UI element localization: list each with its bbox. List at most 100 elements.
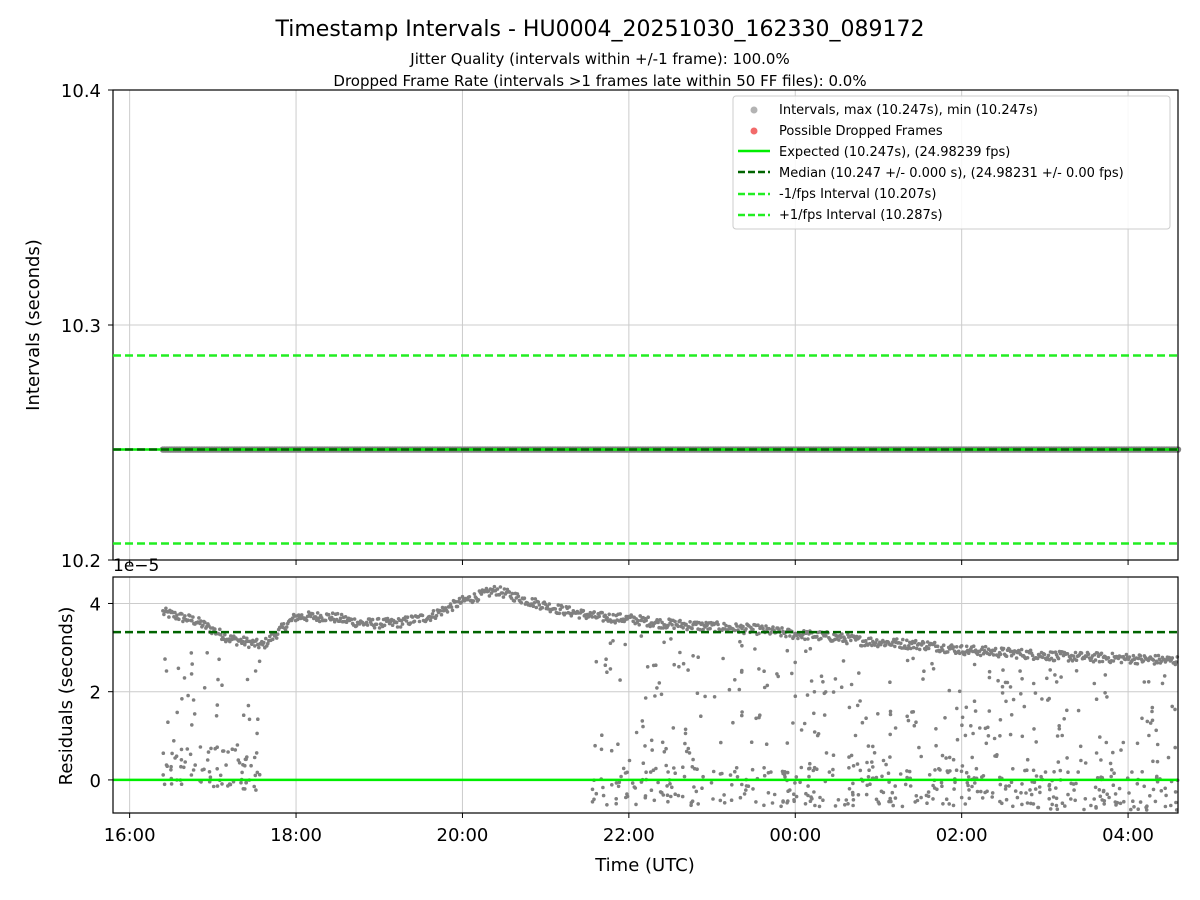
residual-point	[374, 622, 379, 627]
residual-point	[563, 611, 568, 616]
residual-outlier-point	[594, 791, 599, 796]
residual-point	[1052, 658, 1057, 663]
residual-point	[875, 638, 879, 642]
residual-point	[803, 637, 807, 642]
residual-point	[377, 626, 382, 630]
residual-outlier-point	[621, 766, 626, 771]
residual-point	[951, 645, 956, 649]
residual-outlier-point	[1057, 724, 1061, 728]
residuals-x-ticks: 16:00 18:00 20:00 22:00 00:00 02:00 04:00	[104, 813, 1154, 846]
residual-point	[547, 602, 552, 606]
residual-outlier-point	[665, 784, 669, 788]
residual-outlier-point	[669, 794, 673, 799]
residual-outlier-point	[839, 685, 844, 689]
residual-point	[534, 605, 539, 610]
residual-point	[531, 604, 536, 608]
residual-outlier-point	[792, 792, 796, 796]
residual-point	[516, 594, 521, 599]
residual-outlier-point	[799, 765, 804, 770]
residual-point	[519, 601, 524, 605]
residual-outlier-point	[1097, 788, 1102, 792]
residual-point	[536, 600, 541, 604]
residual-outlier-point	[1025, 757, 1030, 762]
residual-outlier-point	[891, 803, 895, 808]
residual-outlier-point	[1147, 733, 1151, 738]
residual-outlier-point	[1029, 792, 1034, 797]
residual-outlier-point	[651, 768, 656, 772]
residual-outlier-point	[785, 800, 789, 805]
residual-outlier-point	[1069, 781, 1073, 786]
residual-point	[670, 623, 674, 627]
residual-point	[343, 615, 348, 619]
residual-outlier-point	[955, 737, 960, 742]
residual-outlier-point	[831, 753, 836, 757]
residual-outlier-point	[590, 800, 595, 804]
residual-outlier-point	[1037, 785, 1042, 789]
residual-outlier-point	[648, 770, 653, 774]
residual-outlier-point	[1078, 744, 1083, 749]
residual-outlier-point	[1159, 789, 1164, 793]
residual-outlier-point	[1103, 691, 1107, 695]
residual-outlier-point	[905, 769, 909, 773]
residual-outlier-point	[788, 788, 792, 792]
residual-outlier-point	[870, 760, 874, 764]
residual-outlier-point	[1129, 807, 1133, 812]
residual-outlier-point	[881, 758, 886, 763]
residual-outlier-point	[907, 769, 912, 774]
residual-point	[319, 616, 324, 620]
residual-outlier-point	[1065, 756, 1069, 760]
residual-outlier-point	[643, 744, 647, 748]
residual-outlier-point	[1140, 770, 1144, 774]
residual-outlier-point	[856, 793, 861, 797]
residual-point	[973, 648, 978, 652]
residual-outlier-point	[1083, 797, 1088, 801]
residual-outlier-point	[226, 750, 230, 754]
residual-point	[450, 608, 455, 613]
residual-point	[800, 635, 804, 640]
residual-outlier-point	[1008, 732, 1013, 737]
residual-outlier-point	[205, 758, 210, 762]
residual-outlier-point	[1007, 784, 1011, 788]
residual-outlier-point	[803, 802, 808, 806]
residual-point	[1141, 659, 1146, 663]
residual-outlier-point	[815, 733, 820, 738]
residual-outlier-point	[855, 703, 860, 708]
residual-point	[262, 640, 266, 645]
residual-outlier-point	[880, 774, 884, 779]
residual-outlier-point	[867, 768, 871, 772]
residual-point	[167, 615, 171, 619]
residual-point	[459, 600, 464, 604]
residual-outlier-point	[630, 781, 635, 785]
residual-outlier-point	[974, 766, 979, 771]
residual-point	[201, 623, 205, 628]
residual-outlier-point	[864, 792, 869, 797]
residual-point	[1100, 659, 1105, 664]
residual-outlier-point	[817, 804, 822, 809]
residual-outlier-point	[1150, 705, 1155, 710]
residual-point	[767, 626, 771, 631]
residual-outlier-point	[616, 784, 621, 789]
residual-outlier-point	[984, 741, 989, 746]
residual-outlier-point	[1034, 774, 1039, 778]
residual-outlier-point	[794, 775, 799, 779]
residual-outlier-point	[906, 718, 911, 723]
residual-outlier-point	[661, 793, 666, 797]
residual-point	[512, 599, 517, 603]
residual-outlier-point	[1032, 727, 1036, 731]
residual-outlier-point	[1047, 797, 1051, 801]
intervals-y-tick-label: 10.4	[61, 81, 101, 102]
residual-outlier-point	[860, 720, 865, 725]
residual-point	[1025, 656, 1030, 660]
residual-point	[837, 638, 841, 642]
residual-outlier-point	[1151, 787, 1156, 792]
residual-point	[1040, 655, 1045, 660]
residual-outlier-point	[762, 803, 766, 808]
residual-point	[890, 643, 894, 647]
residual-outlier-point	[808, 646, 813, 651]
residual-outlier-point	[1164, 793, 1168, 798]
residual-point	[556, 603, 561, 607]
residual-outlier-point	[1054, 803, 1059, 808]
residual-point	[893, 644, 897, 649]
residual-outlier-point	[221, 749, 226, 753]
residual-outlier-point	[964, 705, 969, 710]
